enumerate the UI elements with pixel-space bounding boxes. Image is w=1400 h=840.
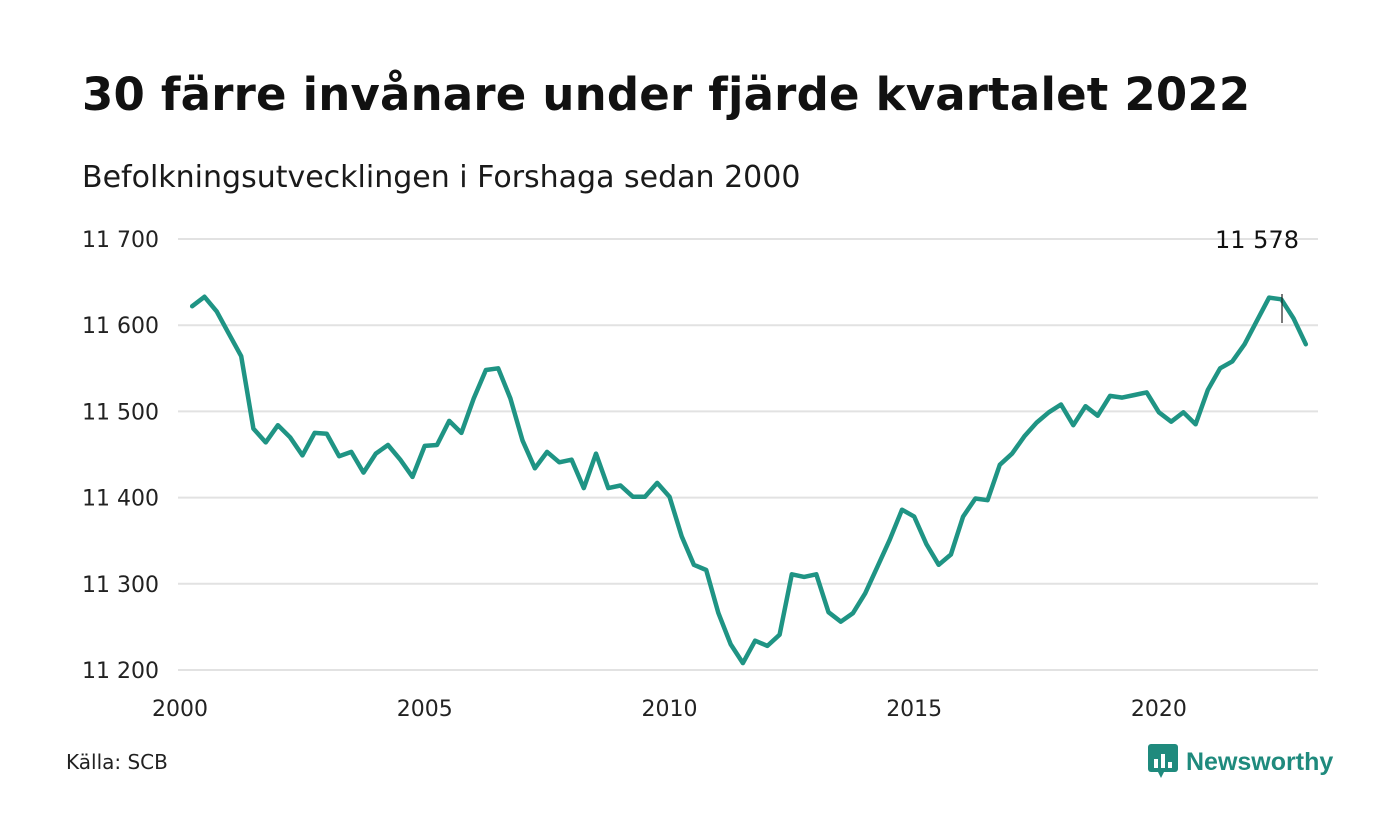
y-tick-label: 11 500 bbox=[82, 400, 159, 425]
series-layer bbox=[189, 294, 1309, 666]
newsworthy-logo-icon bbox=[1148, 744, 1178, 778]
brand-logo: Newsworthy bbox=[1148, 744, 1333, 780]
y-axis-tick-labels: 11 200 11 300 11 400 11 500 11 600 11 700 bbox=[82, 228, 159, 684]
x-tick-label: 2010 bbox=[641, 697, 697, 722]
y-tick-label: 11 600 bbox=[82, 314, 159, 339]
series-line bbox=[189, 294, 1309, 666]
x-axis-tick-labels: 2000 2005 2010 2015 2020 bbox=[152, 697, 1187, 722]
chart-title: 30 färre invånare under fjärde kvartalet… bbox=[82, 68, 1251, 121]
y-tick-label: 11 700 bbox=[82, 228, 159, 253]
y-tick-label: 11 400 bbox=[82, 487, 159, 512]
y-tick-label: 11 200 bbox=[82, 659, 159, 684]
x-tick-label: 2005 bbox=[397, 697, 453, 722]
x-tick-label: 2000 bbox=[152, 697, 208, 722]
y-tick-label: 11 300 bbox=[82, 573, 159, 598]
brand-name: Newsworthy bbox=[1186, 747, 1334, 776]
chart-subtitle: Befolkningsutvecklingen i Forshaga sedan… bbox=[82, 160, 801, 195]
x-tick-label: 2020 bbox=[1131, 697, 1187, 722]
x-tick-label: 2015 bbox=[886, 697, 942, 722]
gridlines bbox=[178, 238, 1318, 671]
last-value-annotation: 11 578 bbox=[1215, 226, 1299, 323]
source-note: Källa: SCB bbox=[66, 750, 168, 774]
last-value-label: 11 578 bbox=[1215, 226, 1299, 254]
